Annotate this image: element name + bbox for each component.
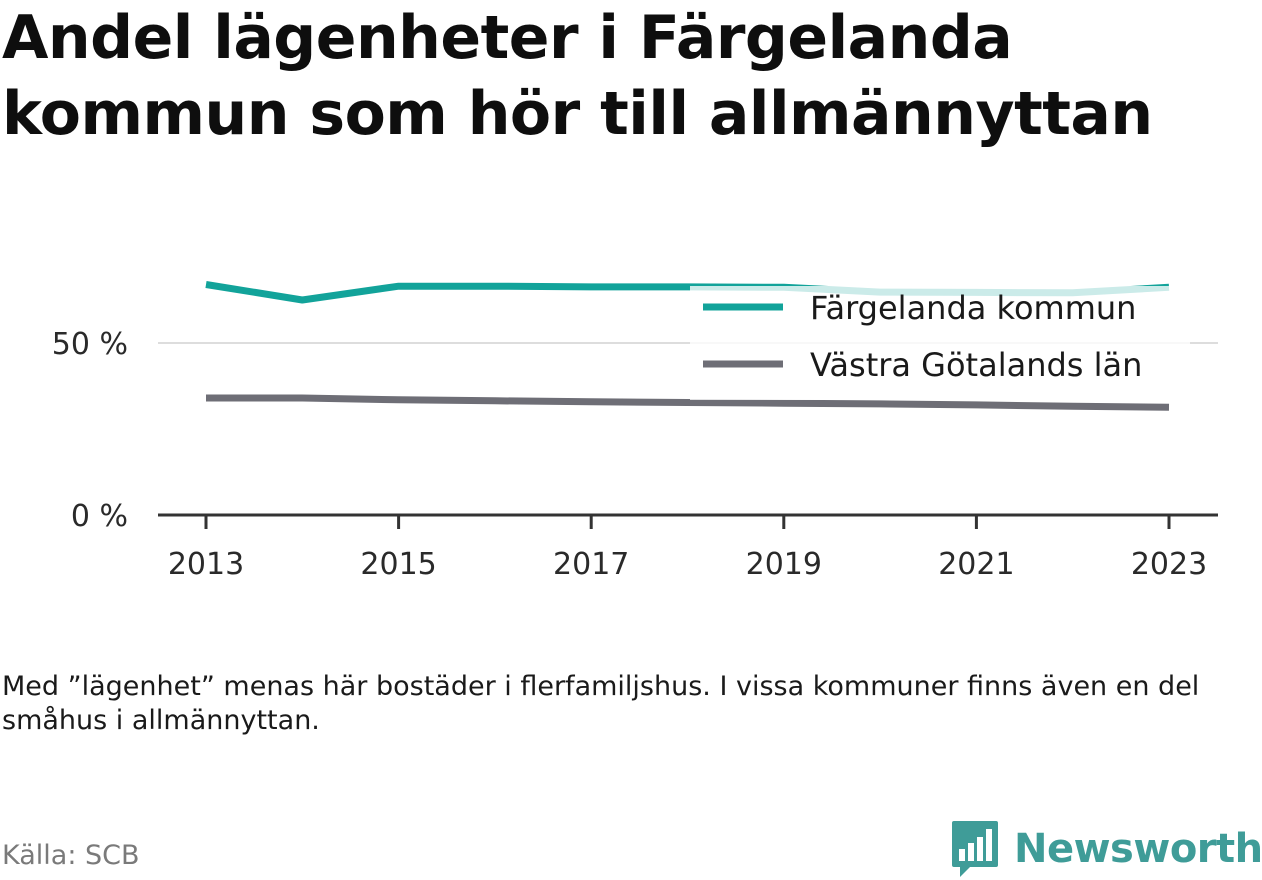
legend-label-fargelanda: Färgelanda kommun xyxy=(810,289,1136,327)
brand-name: Newsworthy xyxy=(1014,826,1262,872)
x-tick-label: 2019 xyxy=(746,547,822,582)
chart-title: Andel lägenheter i Färgelanda kommun som… xyxy=(2,3,1153,149)
x-tick-label: 2015 xyxy=(360,547,436,582)
bar-chart-speech-bubble-icon xyxy=(952,821,998,877)
line-chart: Färgelanda kommun Västra Götalands län 0… xyxy=(52,281,1218,582)
y-tick-label: 50 % xyxy=(52,327,128,362)
legend-label-vastra-gotaland: Västra Götalands län xyxy=(810,346,1142,384)
series-line-1 xyxy=(206,394,1170,411)
x-tick-label: 2013 xyxy=(168,547,244,582)
brand-logo: Newsworthy xyxy=(950,818,1262,880)
axes: 0 % 50 % 2013 2015 2017 2019 2021 2023 xyxy=(52,327,1218,582)
footnote: Med ”lägenhet” menas här bostäder i fler… xyxy=(2,671,1200,736)
y-tick-label: 0 % xyxy=(71,499,128,534)
source-label: Källa: SCB xyxy=(2,840,140,871)
x-tick-label: 2021 xyxy=(938,547,1014,582)
x-tick-label: 2023 xyxy=(1131,547,1207,582)
x-tick-label: 2017 xyxy=(553,547,629,582)
legend: Färgelanda kommun Västra Götalands län xyxy=(690,286,1190,400)
